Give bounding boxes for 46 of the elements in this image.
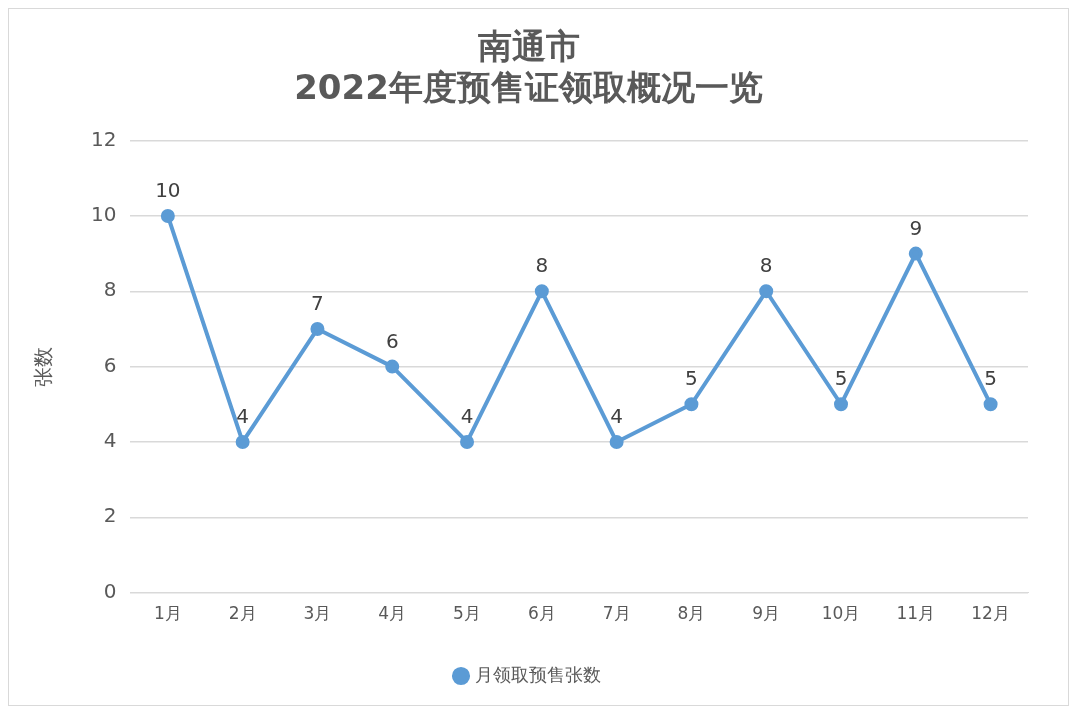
x-tick-label: 9月: [752, 603, 781, 624]
x-tick-label: 7月: [602, 603, 631, 624]
legend-label: 月领取预售张数: [475, 663, 601, 685]
chart-title: 南通市 2022年度预售证领取概况一览: [294, 26, 763, 108]
point: [983, 397, 998, 412]
y-tick-label: 0: [103, 578, 117, 603]
point: [534, 284, 549, 299]
data-label: 9: [909, 215, 923, 240]
y-tick-label: 10: [91, 202, 117, 227]
x-tick-label: 11月: [896, 603, 936, 624]
data-label: 7: [311, 291, 324, 316]
point: [310, 321, 325, 336]
y-tick-label: 6: [103, 352, 117, 377]
data-label: 4: [236, 404, 250, 429]
point: [684, 397, 699, 412]
data-label: 5: [834, 366, 848, 391]
point: [385, 359, 400, 374]
point: [834, 397, 849, 412]
point: [460, 434, 475, 449]
x-tick-label: 5月: [453, 603, 481, 624]
point: [759, 284, 774, 299]
data-label: 4: [610, 404, 623, 429]
x-tick-label: 10月: [821, 603, 861, 624]
data-label: 6: [385, 328, 399, 353]
data-label: 4: [460, 404, 474, 429]
y-tick-label: 2: [103, 503, 117, 528]
x-tick-label: 1月: [153, 603, 182, 624]
point: [235, 434, 250, 449]
data-label: 10: [155, 178, 181, 203]
x-tick-label: 2月: [228, 603, 257, 624]
point: [160, 208, 175, 223]
y-tick-label: 4: [103, 428, 117, 453]
x-tick-label: 4月: [378, 603, 407, 624]
y-tick-label: 8: [103, 277, 117, 302]
x-tick-label: 8月: [677, 603, 706, 624]
y-axis-title: 张数: [31, 346, 56, 387]
x-tick-label: 12月: [971, 603, 1010, 624]
point: [908, 246, 923, 261]
point: [609, 434, 624, 449]
data-label: 8: [535, 253, 549, 278]
data-label: 5: [685, 366, 698, 391]
x-tick-label: 3月: [303, 603, 332, 624]
y-tick-label: 12: [91, 126, 117, 151]
data-label: 8: [759, 253, 773, 278]
x-tick-label: 6月: [527, 603, 556, 624]
data-label: 5: [984, 366, 997, 391]
